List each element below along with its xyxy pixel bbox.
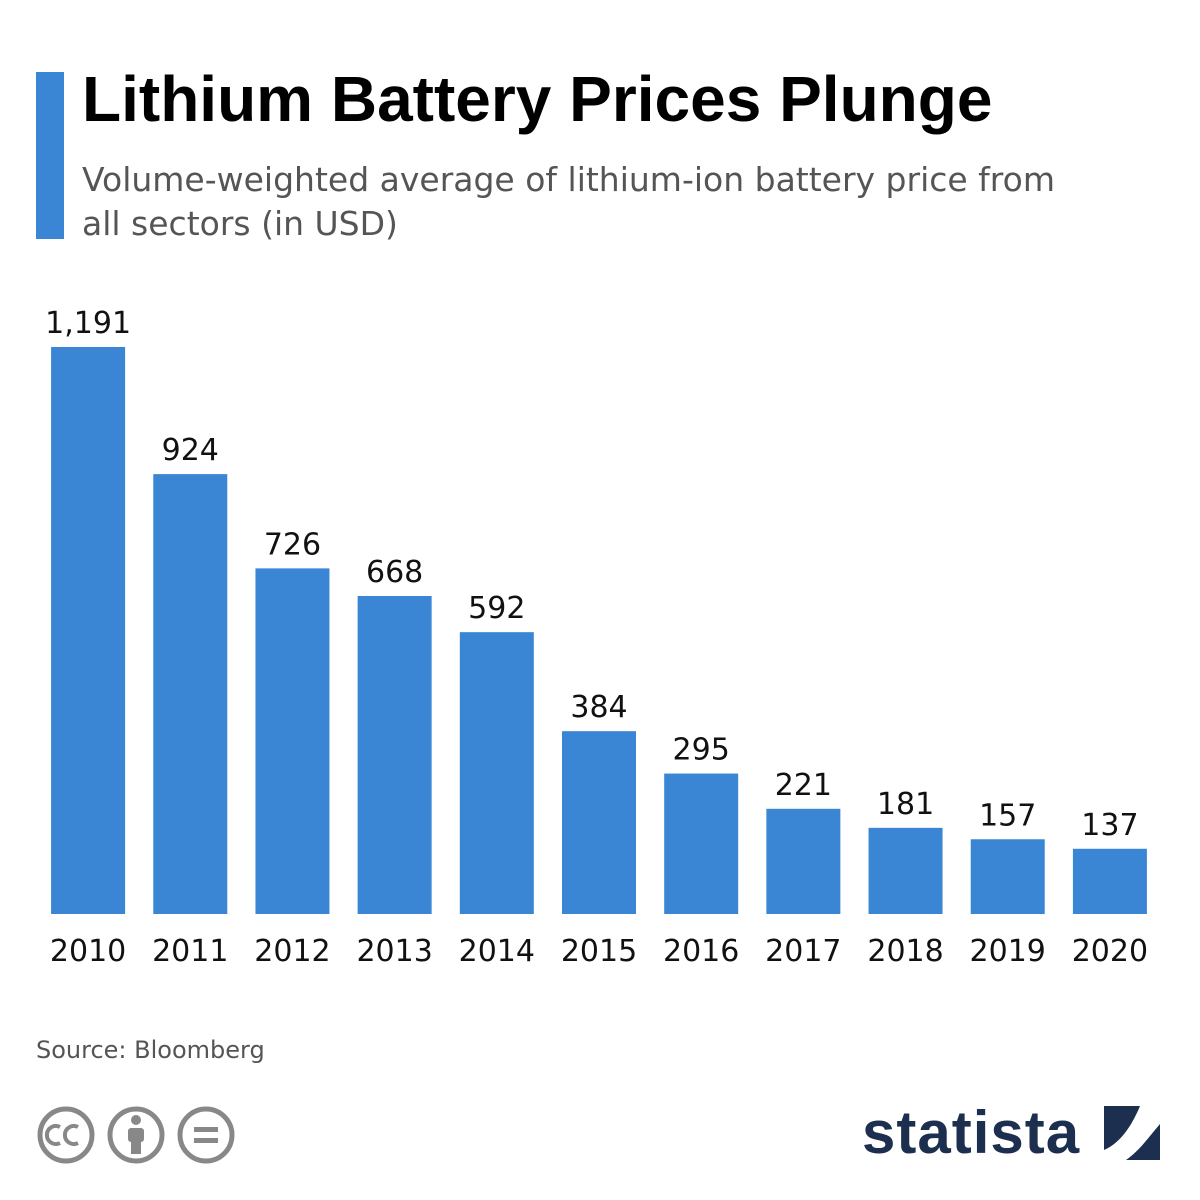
value-label: 157 [979,798,1036,833]
x-tick-label: 2011 [152,934,228,969]
x-tick-label: 2014 [459,934,535,969]
x-tick-label: 2017 [765,934,841,969]
value-label: 1,191 [45,306,131,341]
value-label: 137 [1081,808,1138,843]
bar [868,827,943,914]
x-tick-label: 2019 [970,934,1046,969]
brand-logo: statista [862,1099,1081,1166]
bar [51,347,126,914]
bar [153,474,228,914]
brand-mark [1104,1106,1160,1160]
x-tick-label: 2020 [1072,934,1148,969]
bar [357,595,432,914]
value-label: 384 [570,690,627,725]
value-label: 924 [162,433,219,468]
x-tick-label: 2012 [254,934,330,969]
bar [766,808,841,914]
value-label: 668 [366,555,423,590]
value-label: 726 [264,527,321,562]
value-label: 221 [775,768,832,803]
bar [562,731,636,914]
x-tick-label: 2018 [867,934,943,969]
chart-title: Lithium Battery Prices Plunge [82,63,993,135]
value-label: 295 [673,733,730,768]
chart: 1,191 2010 924 2011 726 2012 668 2013 592 2014 384… [45,306,1148,969]
value-label: 181 [877,787,934,822]
x-tick-label: 2013 [356,934,432,969]
chart-subtitle: Volume-weighted average of lithium-ion b… [82,160,1055,243]
source: Source: Bloomberg [36,1036,265,1064]
title-accent [36,72,64,239]
bar [664,773,739,914]
x-tick-label: 2010 [50,934,126,969]
bar [255,568,330,914]
license-icons [37,1106,235,1164]
bar [1072,848,1147,914]
bar [970,839,1045,914]
bar [459,632,534,914]
value-label: 592 [468,591,525,626]
x-tick-label: 2015 [561,934,637,969]
x-tick-label: 2016 [663,934,739,969]
